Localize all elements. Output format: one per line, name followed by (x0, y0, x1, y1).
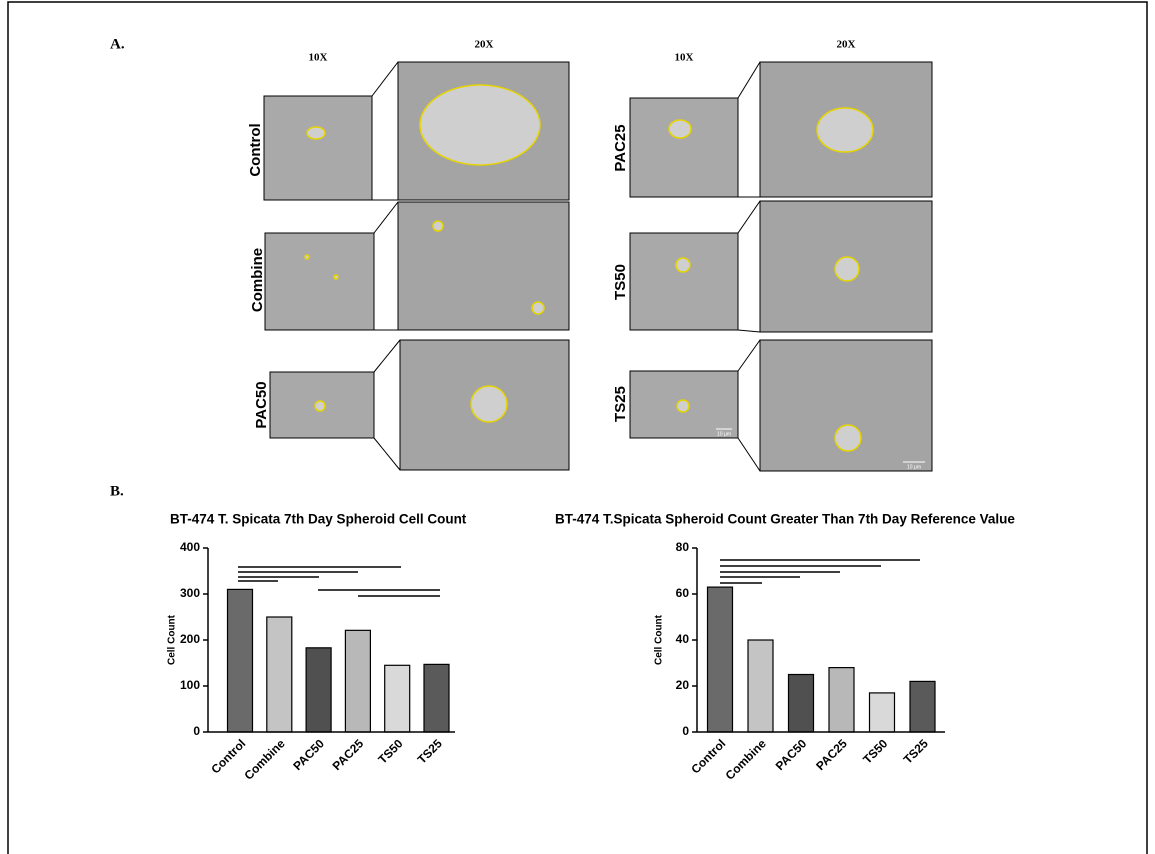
magnification-label: 10X (675, 52, 694, 64)
zoom-connector (374, 340, 400, 372)
bar (345, 630, 370, 732)
zoom-connector (738, 340, 760, 371)
panel-label: A. (110, 36, 125, 52)
zoom-connector (374, 438, 400, 470)
zoom-connector (374, 202, 398, 233)
row-label: TS50 (612, 264, 629, 300)
spheroid-outline (676, 258, 690, 272)
y-tick-label: 0 (682, 724, 689, 738)
row-label: Combine (249, 248, 266, 312)
bar (385, 665, 410, 732)
y-tick-label: 40 (676, 632, 690, 646)
spheroid-outline (307, 127, 325, 139)
row-label: PAC50 (253, 381, 270, 428)
x-tick-label: TS25 (901, 736, 931, 766)
spheroid-outline (305, 255, 309, 259)
y-tick-label: 20 (676, 678, 690, 692)
bar (748, 640, 773, 732)
bar (789, 675, 814, 733)
spheroid-outline (433, 221, 443, 231)
zoom-connector (738, 62, 760, 98)
x-tick-label: Control (688, 736, 728, 776)
zoom-connector (372, 62, 398, 96)
magnification-label: 20X (837, 39, 856, 51)
spheroid-outline (315, 401, 325, 411)
zoom-connector (738, 201, 760, 233)
zoom-connector (738, 438, 760, 471)
bar (829, 668, 854, 732)
figure: A. B. 10X 20X 10X 20X ControlCombinePAC5… (0, 0, 1155, 854)
y-tick-label: 60 (676, 586, 690, 600)
y-axis-label: Cell Count (167, 614, 178, 665)
y-tick-label: 80 (676, 540, 690, 554)
spheroid-outline (420, 85, 540, 165)
micrograph (264, 96, 372, 200)
spheroid-outline (835, 425, 861, 451)
x-tick-label: PAC50 (773, 736, 810, 773)
bar (306, 648, 331, 732)
x-tick-label: Combine (723, 736, 769, 782)
bar (708, 587, 733, 732)
bar (228, 589, 253, 732)
chart-title: BT-474 T.Spicata Spheroid Count Greater … (555, 512, 1015, 527)
y-tick-label: 300 (180, 586, 200, 600)
micrograph (630, 233, 738, 330)
bar (910, 681, 935, 732)
micrograph (630, 98, 738, 197)
magnification-label: 10X (309, 52, 328, 64)
x-tick-label: TS50 (375, 736, 405, 766)
spheroid-outline (677, 400, 689, 412)
spheroid-outline (669, 120, 691, 138)
x-tick-label: PAC25 (813, 736, 850, 773)
y-axis-label: Cell Count (654, 614, 665, 665)
chart-title: BT-474 T. Spicata 7th Day Spheroid Cell … (170, 512, 467, 527)
spheroid-outline (835, 257, 859, 281)
x-tick-label: TS25 (415, 736, 445, 766)
zoom-connector (738, 330, 760, 332)
row-label: TS25 (612, 386, 629, 422)
row-label: Control (247, 123, 264, 176)
y-tick-label: 400 (180, 540, 200, 554)
bar (424, 664, 449, 732)
spheroid-outline (817, 108, 873, 152)
row-label: PAC25 (612, 124, 629, 171)
panel-label: B. (110, 483, 124, 499)
y-tick-label: 0 (193, 724, 200, 738)
figure-frame (8, 2, 1147, 854)
y-tick-label: 200 (180, 632, 200, 646)
x-tick-label: Combine (241, 736, 287, 782)
spheroid-outline (471, 386, 507, 422)
magnification-label: 20X (475, 39, 494, 51)
y-tick-label: 100 (180, 678, 200, 692)
spheroid-outline (532, 302, 544, 314)
bar (267, 617, 292, 732)
x-tick-label: PAC25 (330, 736, 367, 773)
spheroid-outline (334, 275, 338, 279)
scale-bar-label: 10 μm (907, 464, 921, 470)
x-tick-label: PAC50 (290, 736, 327, 773)
scale-bar-label: 10 μm (717, 431, 731, 437)
x-tick-label: TS50 (860, 736, 890, 766)
bar (870, 693, 895, 732)
micrograph (265, 233, 374, 330)
